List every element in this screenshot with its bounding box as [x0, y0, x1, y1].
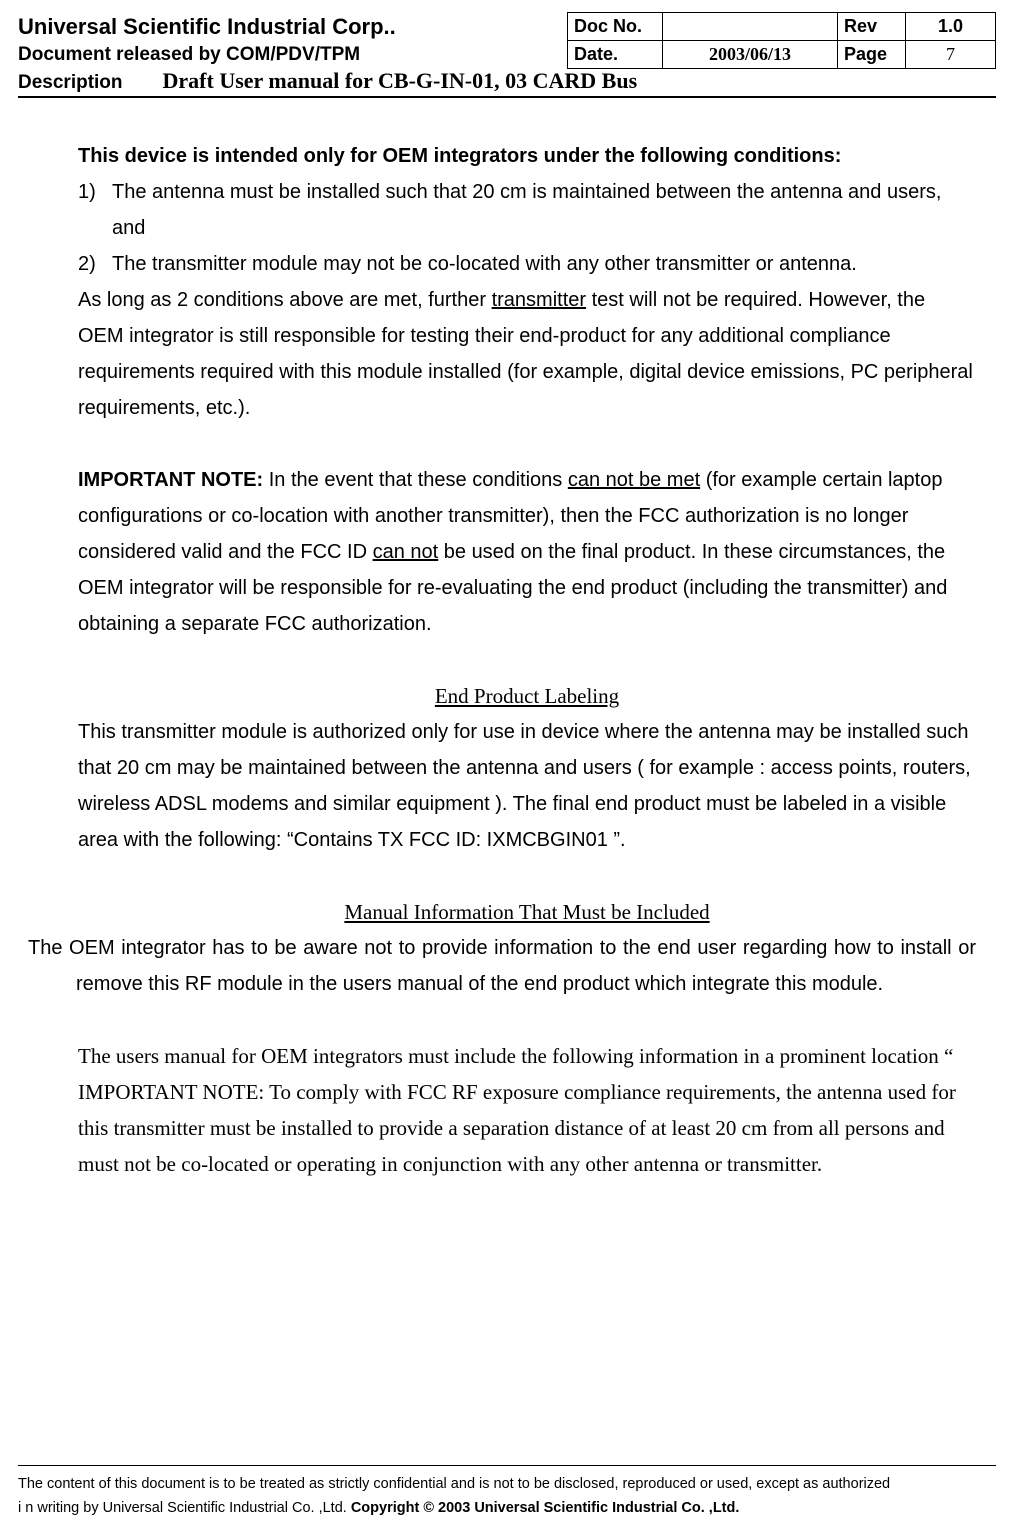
compliance-paragraph: As long as 2 conditions above are met, f…: [78, 282, 976, 426]
footer-copyright: Copyright © 2003 Universal Scientific In…: [351, 1500, 740, 1516]
rev-label: Rev: [838, 13, 906, 41]
company-name: Universal Scientific Industrial Corp..: [18, 12, 567, 42]
condition-2: 2) The transmitter module may not be co-…: [78, 246, 976, 282]
released-by: Document released by COM/PDV/TPM: [18, 42, 567, 68]
spacer: [78, 642, 976, 678]
list-text-2: The transmitter module may not be co-loc…: [112, 246, 976, 282]
important-u1: can not be met: [568, 469, 700, 491]
footer-line-1: The content of this document is to be tr…: [18, 1472, 996, 1496]
doc-info-table: Doc No. Rev 1.0 Date. 2003/06/13 Page 7: [567, 12, 996, 69]
spacer: [78, 858, 976, 894]
document-header: Universal Scientific Industrial Corp.. D…: [18, 12, 996, 69]
document-body: This device is intended only for OEM int…: [18, 98, 996, 1182]
page-label: Page: [838, 41, 906, 69]
para1-a: As long as 2 conditions above are met, f…: [78, 289, 492, 311]
docno-label: Doc No.: [568, 13, 663, 41]
docno-value: [663, 13, 838, 41]
date-value: 2003/06/13: [663, 41, 838, 69]
footer-line-2: i n writing by Universal Scientific Indu…: [18, 1496, 996, 1520]
list-number-2: 2): [78, 246, 112, 282]
list-number-1: 1): [78, 174, 112, 246]
footer-line-2a: i n writing by Universal Scientific Indu…: [18, 1500, 351, 1516]
spacer: [78, 1002, 976, 1038]
section-manual-info: Manual Information That Must be Included: [78, 894, 976, 930]
description-label: Description: [18, 72, 123, 94]
description-title: Draft User manual for CB-G-IN-01, 03 CAR…: [163, 68, 638, 94]
manual-paragraph-text: The OEM integrator has to be aware not t…: [28, 930, 976, 1002]
important-label: IMPORTANT NOTE:: [78, 469, 269, 491]
rev-value: 1.0: [906, 13, 996, 41]
serif-important-note: The users manual for OEM integrators mus…: [78, 1038, 976, 1182]
labeling-text: This transmitter module is authorized on…: [78, 714, 976, 858]
page-value: 7: [906, 41, 996, 69]
important-a: In the event that these conditions: [269, 469, 568, 491]
important-note: IMPORTANT NOTE: In the event that these …: [78, 462, 976, 642]
condition-1: 1) The antenna must be installed such th…: [78, 174, 976, 246]
lead-statement: This device is intended only for OEM int…: [78, 138, 976, 174]
header-left: Universal Scientific Industrial Corp.. D…: [18, 12, 567, 69]
spacer: [78, 426, 976, 462]
document-footer: The content of this document is to be tr…: [18, 1465, 996, 1520]
manual-paragraph: The OEM integrator has to be aware not t…: [28, 930, 976, 1002]
date-label: Date.: [568, 41, 663, 69]
list-text-1: The antenna must be installed such that …: [112, 174, 976, 246]
important-u2: can not: [373, 541, 439, 563]
description-row: Description Draft User manual for CB-G-I…: [18, 68, 996, 98]
section-end-product-labeling: End Product Labeling: [78, 678, 976, 714]
para1-underline: transmitter: [492, 289, 586, 311]
